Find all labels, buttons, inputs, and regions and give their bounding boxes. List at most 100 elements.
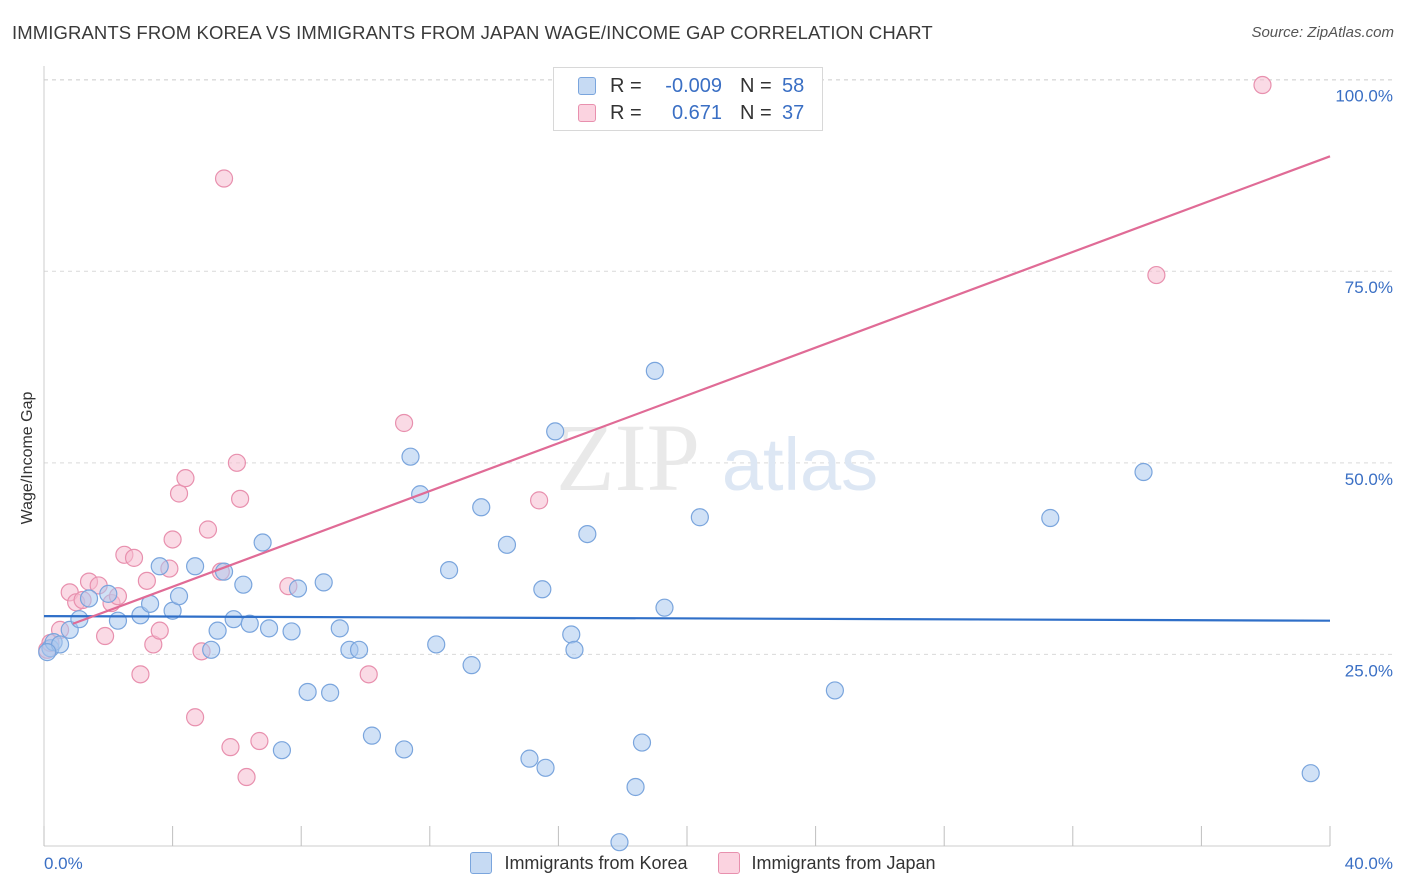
legend-row-korea: R = -0.009 N = 58	[578, 73, 804, 99]
japan-r-label: R =	[610, 101, 642, 124]
series-legend: Immigrants from Korea Immigrants from Ja…	[0, 852, 1406, 874]
japan-point	[1147, 265, 1166, 285]
korea-point	[79, 589, 99, 608]
japan-point	[95, 626, 115, 646]
japan-point	[221, 738, 240, 757]
korea-point	[546, 422, 565, 441]
x-tick-label-max: 40.0%	[1345, 854, 1393, 873]
korea-point	[690, 508, 709, 527]
tick-labels: 25.0% 50.0% 75.0% 100.0% 0.0% 40.0%	[44, 87, 1393, 873]
korea-point	[330, 619, 349, 638]
korea-r-value: -0.009	[665, 74, 722, 97]
japan-r-value: 0.671	[671, 101, 722, 124]
watermark: ZIP atlas	[556, 404, 878, 511]
legend-row-japan: R = 0.671 N = 37	[578, 100, 804, 126]
watermark-atlas: atlas	[722, 423, 878, 506]
korea-point	[234, 575, 253, 594]
y-tick-label: 75.0%	[1345, 278, 1393, 297]
japan-n-value: 37	[782, 101, 805, 124]
korea-n-label: N =	[740, 74, 772, 97]
korea-n-value: 58	[782, 74, 805, 97]
korea-point	[655, 598, 674, 617]
correlation-legend: R = -0.009 N = 58 R = 0.671 N = 37	[553, 67, 823, 131]
korea-point	[208, 621, 227, 640]
korea-point	[240, 614, 259, 633]
korea-legend-label: Immigrants from Korea	[504, 852, 688, 873]
korea-point	[533, 580, 552, 599]
japan-n-label: N =	[740, 101, 772, 124]
grid-lines	[44, 79, 1392, 655]
korea-point	[321, 683, 340, 702]
korea-point	[99, 584, 118, 603]
korea-point	[169, 587, 189, 606]
korea-point	[259, 619, 279, 638]
japan-point	[530, 491, 549, 510]
chart-title: IMMIGRANTS FROM KOREA VS IMMIGRANTS FROM…	[12, 22, 933, 43]
japan-swatch-icon	[578, 104, 596, 122]
korea-point	[224, 610, 243, 629]
korea-point	[578, 525, 597, 544]
korea-points	[38, 361, 1320, 852]
korea-swatch-icon	[578, 77, 596, 95]
korea-point	[401, 447, 420, 466]
korea-point	[626, 777, 645, 797]
korea-point	[610, 833, 629, 852]
watermark-zip: ZIP	[556, 404, 700, 511]
korea-point	[150, 557, 169, 576]
korea-point	[282, 622, 301, 641]
korea-point	[108, 611, 128, 630]
korea-point	[462, 656, 481, 675]
korea-point	[253, 533, 272, 552]
japan-point	[124, 548, 144, 567]
japan-point	[1253, 75, 1272, 95]
korea-point	[314, 573, 333, 592]
korea-point	[645, 361, 664, 380]
x-tick-label-min: 0.0%	[44, 854, 83, 873]
japan-trend-line	[72, 155, 1331, 625]
korea-point	[186, 557, 205, 576]
japan-point	[176, 469, 195, 488]
korea-point	[632, 733, 652, 752]
y-tick-label: 25.0%	[1345, 661, 1393, 680]
korea-point	[394, 740, 414, 759]
korea-point	[349, 640, 369, 659]
korea-point	[1134, 462, 1153, 482]
japan-point	[137, 571, 156, 590]
japan-point	[131, 665, 150, 684]
y-tick-label: 100.0%	[1335, 87, 1393, 106]
korea-trend-line	[43, 614, 1331, 622]
korea-point	[562, 625, 581, 644]
japan-point	[250, 731, 269, 751]
korea-r-label: R =	[610, 74, 642, 97]
legend-item-korea[interactable]: Immigrants from Korea	[470, 852, 688, 874]
trend-lines	[43, 155, 1331, 625]
korea-point	[536, 758, 555, 777]
source-label: Source: ZipAtlas.com	[1251, 24, 1394, 41]
japan-point	[394, 413, 414, 433]
legend-item-japan[interactable]: Immigrants from Japan	[717, 852, 936, 874]
korea-point	[288, 579, 308, 598]
korea-point	[362, 726, 382, 745]
korea-point	[439, 561, 459, 580]
korea-point	[1301, 764, 1320, 783]
korea-point	[272, 741, 292, 760]
korea-point	[472, 498, 491, 517]
korea-point	[38, 643, 57, 662]
korea-legend-swatch-icon	[470, 852, 493, 874]
korea-point	[202, 640, 221, 659]
japan-point	[359, 665, 378, 684]
japan-legend-label: Immigrants from Japan	[751, 852, 936, 873]
japan-point	[237, 767, 256, 787]
japan-point	[198, 520, 218, 539]
korea-point	[497, 535, 517, 554]
japan-point	[186, 708, 205, 727]
japan-point	[214, 169, 234, 188]
korea-point	[825, 681, 844, 700]
japan-point	[231, 489, 250, 508]
japan-point	[169, 484, 189, 503]
korea-point	[427, 635, 446, 654]
japan-legend-swatch-icon	[717, 852, 740, 874]
y-tick-label: 50.0%	[1345, 470, 1393, 489]
korea-point	[565, 640, 584, 659]
